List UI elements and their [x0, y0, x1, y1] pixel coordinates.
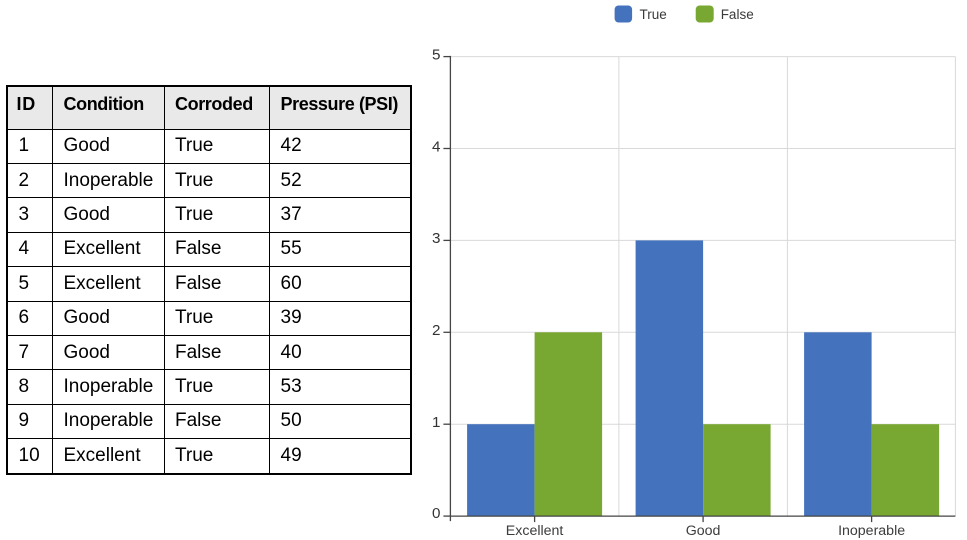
svg-text:True: True	[640, 7, 667, 22]
svg-text:0: 0	[432, 505, 440, 522]
svg-text:Inoperable: Inoperable	[838, 523, 905, 539]
svg-text:3: 3	[432, 230, 440, 247]
svg-text:1: 1	[432, 414, 440, 431]
svg-text:4: 4	[432, 138, 440, 155]
svg-text:False: False	[721, 7, 754, 22]
svg-text:Excellent: Excellent	[506, 523, 564, 539]
svg-text:5: 5	[432, 46, 440, 63]
svg-text:Good: Good	[686, 523, 721, 539]
svg-text:2: 2	[432, 322, 440, 339]
